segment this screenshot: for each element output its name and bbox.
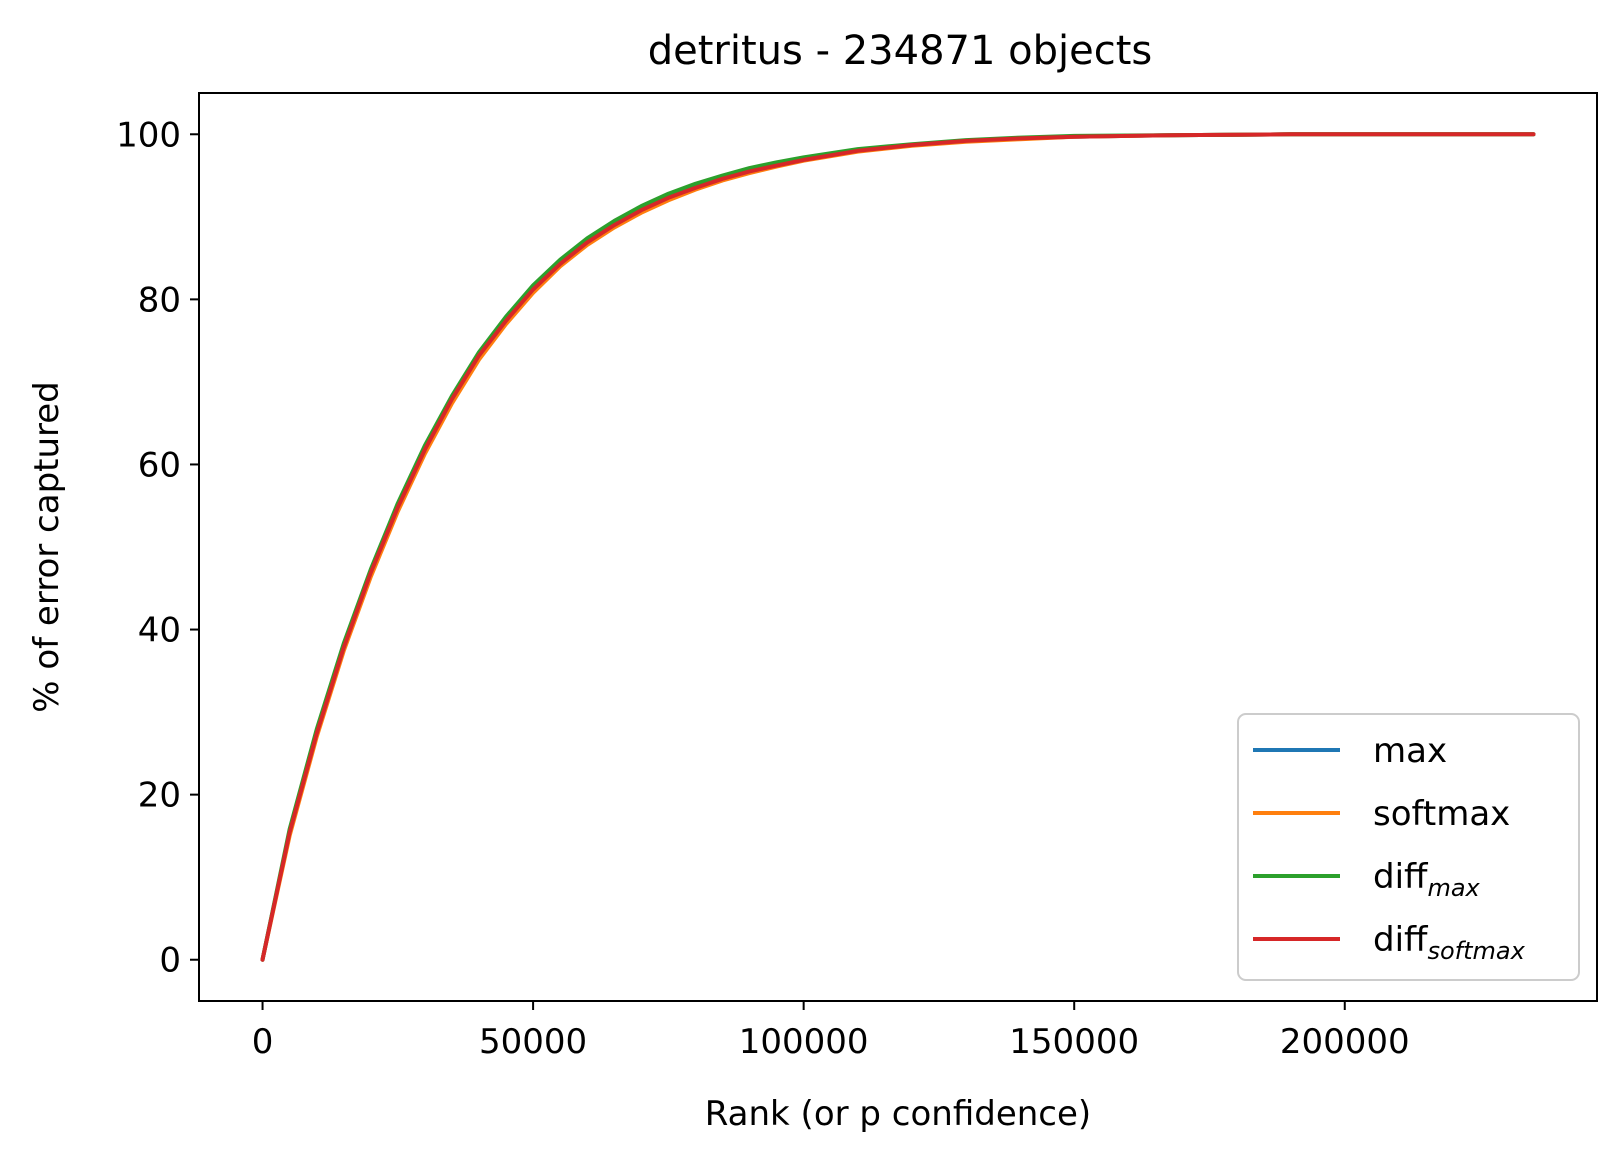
plot-area-frame	[198, 92, 1598, 1002]
x-tick-label: 0	[252, 1022, 274, 1062]
series-line-diff-softmax	[260, 132, 1536, 962]
x-tick-label: 100000	[739, 1022, 869, 1062]
legend-frame	[1237, 713, 1580, 981]
legend-label-text: diff	[1373, 920, 1429, 960]
legend-label-text: diff	[1373, 857, 1429, 897]
y-tick-label: 100	[116, 115, 181, 155]
legend-label-text: softmax	[1373, 794, 1510, 834]
series-layer	[260, 132, 1536, 962]
y-tick-label: 0	[159, 941, 181, 981]
legend-label-diff-softmax: diffsoftmax	[1373, 920, 1526, 965]
x-axis-ticks: 0 50000 100000 150000 200000	[252, 1001, 1410, 1062]
legend-label-diff-max: diffmax	[1373, 857, 1481, 902]
legend-label-subscript: softmax	[1427, 937, 1525, 965]
y-tick-label: 20	[138, 776, 181, 816]
legend-label-subscript: max	[1427, 874, 1480, 902]
y-axis-label: % of error captured	[27, 381, 67, 713]
x-axis-label: Rank (or p confidence)	[705, 1094, 1091, 1134]
legend-label-text: max	[1373, 731, 1447, 771]
y-tick-label: 40	[138, 611, 181, 651]
legend-label-max: max	[1373, 731, 1447, 771]
x-tick-label: 150000	[1009, 1022, 1139, 1062]
chart-title: detritus - 234871 objects	[648, 28, 1153, 74]
y-tick-label: 60	[138, 445, 181, 485]
y-tick-label: 80	[138, 280, 181, 320]
x-tick-label: 50000	[479, 1022, 587, 1062]
legend-label-softmax: softmax	[1373, 794, 1510, 834]
x-tick-label: 200000	[1280, 1022, 1410, 1062]
y-axis-ticks: 0 20 40 60 80 100	[116, 115, 199, 981]
